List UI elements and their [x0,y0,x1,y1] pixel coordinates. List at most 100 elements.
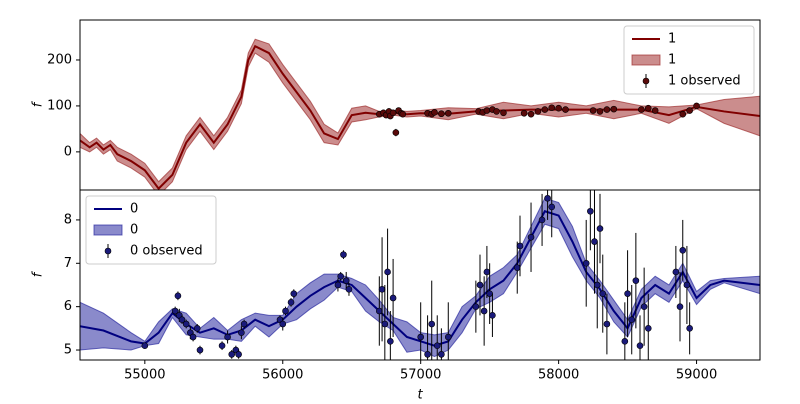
observed-point [562,106,569,113]
y-tick-label: 0 [64,144,72,159]
observed-point [483,107,491,114]
confidence-band [80,197,760,358]
observed-point [520,109,528,117]
observed-point [384,268,391,276]
observed-point [399,110,407,118]
legend: 1 1 1 observed [623,25,755,95]
legend-label: 1 [668,53,676,68]
observed-point [189,333,197,341]
legend-band [631,54,661,66]
observed-point [493,108,500,115]
observed-point [686,107,693,114]
observed-point [174,292,182,300]
legend-label: 0 [130,202,138,217]
observed-point [686,325,693,332]
plot-area [80,38,760,190]
y-tick-label: 7 [64,256,72,271]
y-tick-label: 8 [64,212,72,227]
x-tick-label: 58000 [538,368,579,383]
observed-point [334,281,342,289]
observed-point [603,106,611,113]
observed-point [624,290,631,297]
observed-point [387,338,394,345]
observed-point [632,277,640,284]
x-tick-label: 57000 [400,368,441,383]
axes-frame [79,189,761,361]
observed-point [603,320,611,328]
observed-point [548,203,556,211]
observed-point [287,299,295,306]
observed-point [638,106,645,113]
observed-point [438,351,445,358]
observed-point [486,290,493,297]
observed-point [500,109,507,117]
observed-point [679,246,687,254]
observed-point [582,259,590,267]
legend-label: 1 observed [668,74,741,89]
plot-area [80,190,760,360]
observed-point [433,342,441,349]
observed-point [337,273,344,280]
legend-label: 0 [130,223,138,238]
observed-point [644,325,652,332]
y-axis-label: f [31,270,46,277]
observed-point [424,351,431,358]
observed-point [444,109,452,117]
observed-point [378,286,386,293]
observed-point [392,129,400,136]
observed-point [516,242,524,250]
observed-point [182,320,190,328]
observed-point [279,320,287,328]
observed-point [534,108,542,115]
legend-marker [104,247,112,255]
observed-point [381,320,389,328]
observed-point [178,316,186,323]
observed-point [342,277,350,284]
observed-point [683,281,691,289]
observed-point [218,342,226,349]
observed-point [644,104,652,112]
observed-point [235,351,242,358]
observed-point [591,238,598,245]
observed-point [238,329,245,336]
observed-point [389,109,397,117]
x-tick-label: 55000 [124,368,165,383]
observed-point [282,307,289,315]
observed-point [171,307,179,315]
legend-label: 0 observed [130,244,203,259]
observed-point [345,286,353,293]
observed-point [431,109,438,116]
observed-point [672,268,680,276]
observed-point [587,207,594,215]
observed-point [428,320,436,328]
legend: 0 0 0 observed [85,195,217,265]
legend-marker [642,77,650,85]
observed-point [628,316,636,323]
observed-point [589,107,597,114]
observed-point [527,233,535,241]
observed-point [538,216,546,224]
observed-point [541,106,549,113]
legend-box [623,25,755,95]
observed-point [290,290,298,297]
observed-point [376,307,383,315]
y-axis-label: f [31,100,46,107]
observed-point [621,338,629,345]
observed-point [610,105,618,113]
observed-point [196,346,204,354]
y-tick-label: 6 [64,299,72,314]
observed-point [596,225,604,232]
observed-point [489,312,496,319]
observed-point [640,303,648,310]
legend-band [93,224,123,236]
x-tick-label: 56000 [262,368,303,383]
observed-point [555,104,562,112]
observed-point [599,290,607,297]
x-axis-label: t [417,388,423,401]
observed-point [548,104,556,112]
observed-point [651,107,659,114]
observed-point [544,194,551,202]
observed-point [596,108,604,115]
observed-point [593,281,601,289]
y-tick-label: 5 [64,343,72,358]
